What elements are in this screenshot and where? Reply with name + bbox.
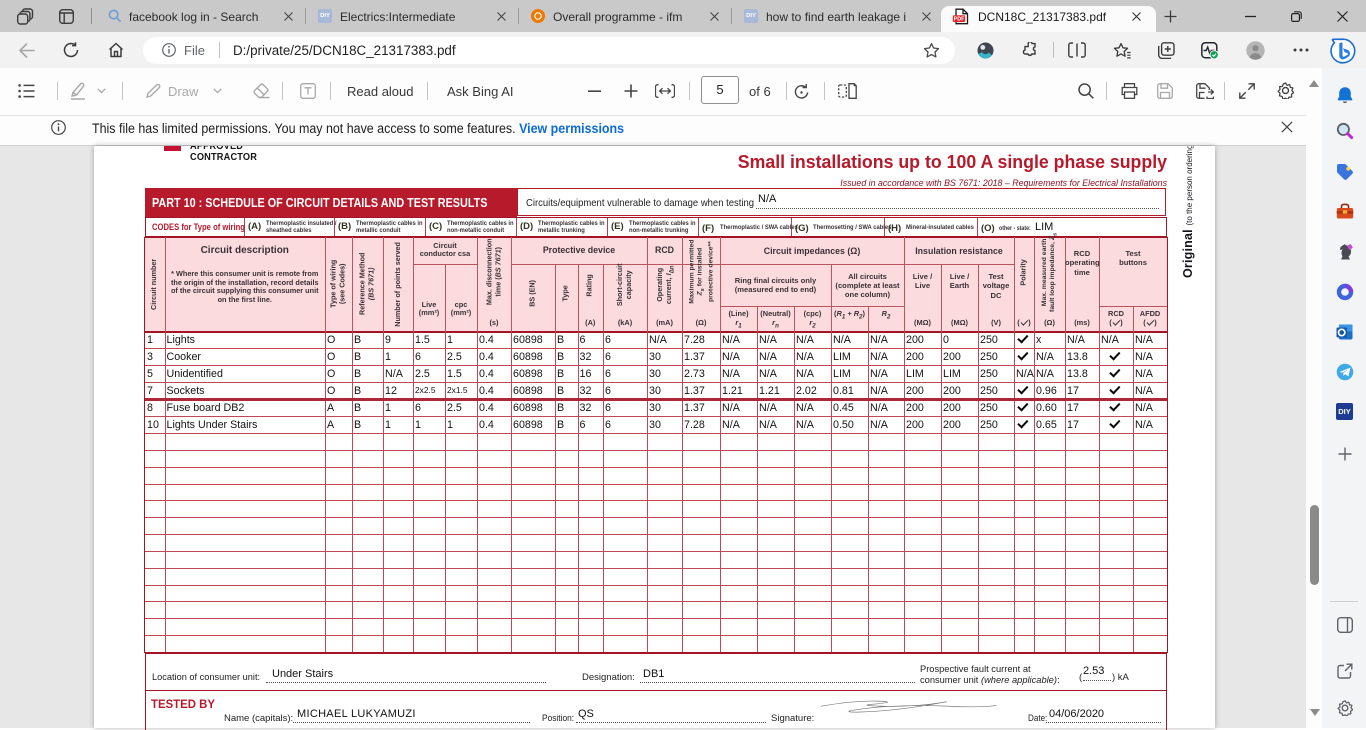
svg-text:PDF: PDF <box>954 17 965 23</box>
